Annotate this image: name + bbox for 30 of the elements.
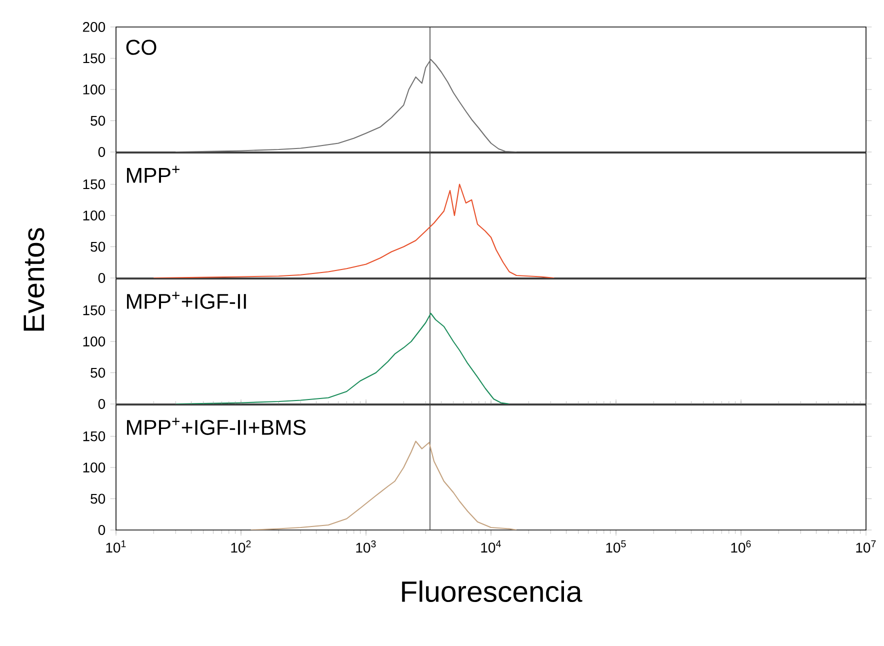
x-tick-label: 10$^{4}$	[481, 540, 501, 553]
text: CO	[126, 40, 156, 55]
x-tick-label: 10$^{6}$	[731, 540, 751, 553]
y-tick-label: 200	[82, 22, 106, 32]
y-tick-label: 100	[83, 210, 106, 220]
x-axis-title: Fluorescencia	[402, 580, 582, 602]
y-tick-label: 50	[90, 494, 106, 504]
x-tick-label: 10$^{2}$	[231, 540, 251, 553]
y-tick-label: 0	[98, 273, 106, 283]
text: MPP$^{+}$	[127, 166, 180, 183]
y-tick-label: 100	[83, 462, 106, 472]
y-tick-label: 100	[83, 84, 106, 94]
x-tick-label: 10$^{1}$	[106, 540, 126, 553]
y-tick-label: 50	[90, 116, 106, 126]
text: MPP$^{+}$+IGF-II+BMS	[127, 418, 306, 435]
y-tick-label: 0	[98, 147, 106, 157]
y-tick-label: 150	[83, 53, 106, 64]
text: MPP$^{+}$+IGF-II	[127, 292, 246, 309]
y-tick-label: 0	[98, 399, 106, 409]
x-tick-label: 10$^{5}$	[606, 540, 626, 553]
y-tick-label: 0	[98, 525, 106, 535]
y-tick-label: 150	[83, 431, 106, 442]
x-tick-label: 10$^{7}$	[856, 540, 876, 553]
y-tick-label: 100	[83, 336, 106, 346]
y-tick-label: 50	[90, 242, 106, 252]
y-axis-title: Eventos	[24, 228, 44, 331]
x-tick-label: 10$^{3}$	[356, 540, 376, 553]
y-tick-label: 50	[90, 368, 106, 378]
y-tick-label: 150	[83, 179, 106, 190]
y-tick-label: 150	[83, 305, 106, 316]
